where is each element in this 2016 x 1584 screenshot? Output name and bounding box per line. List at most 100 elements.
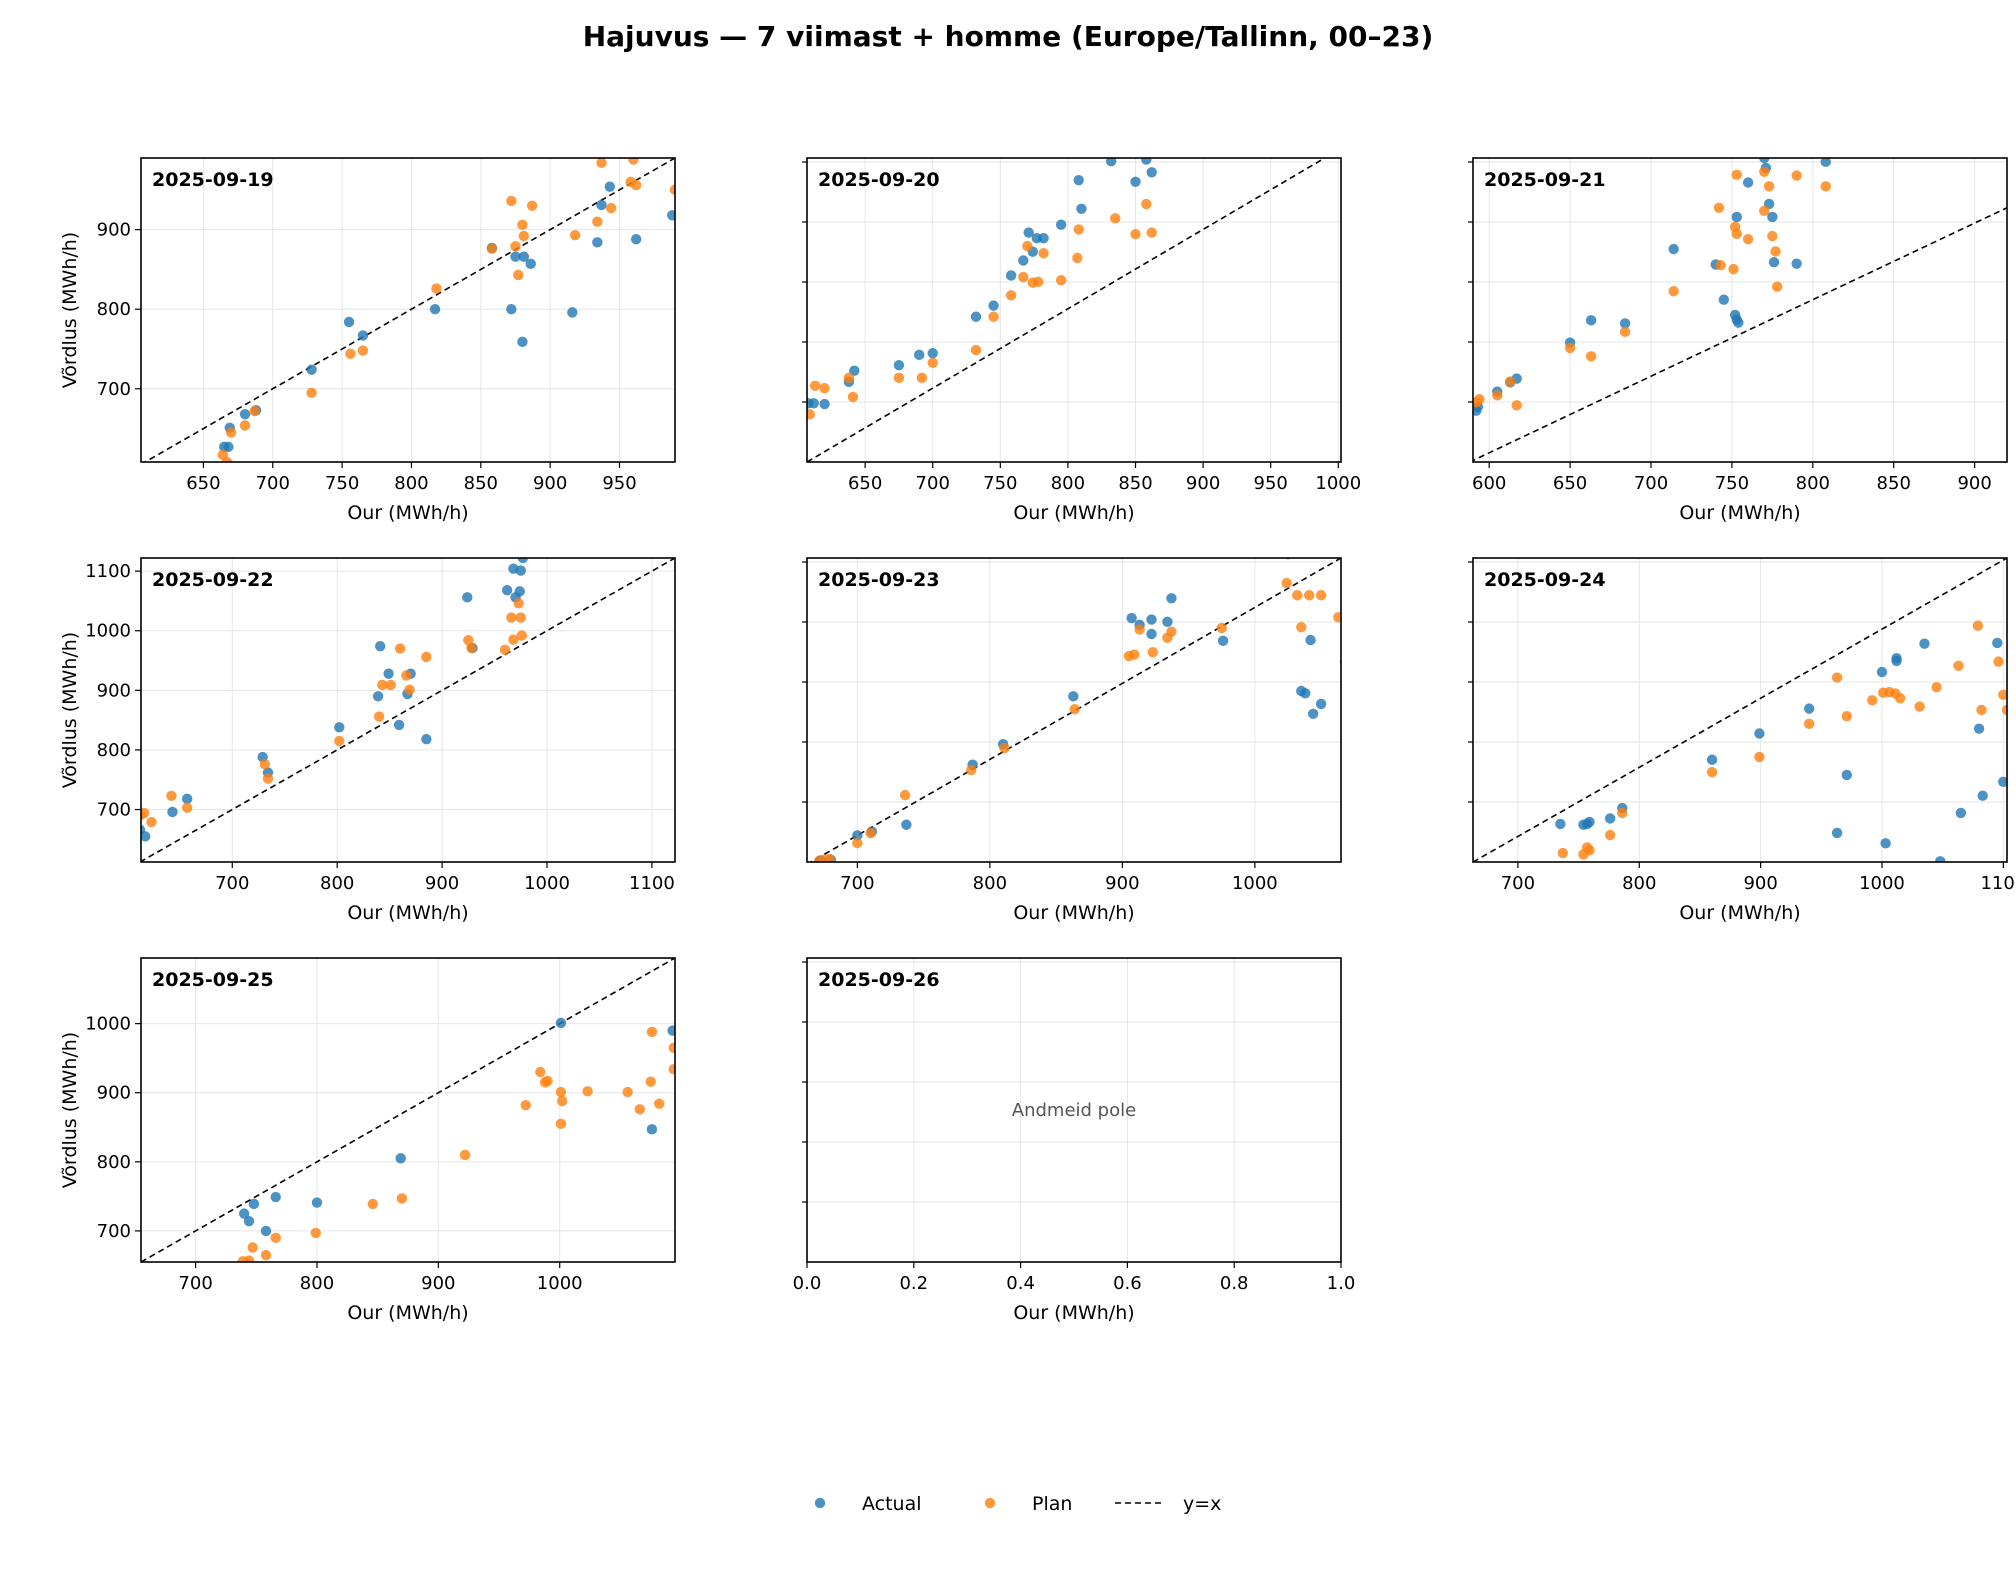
actual-point xyxy=(260,1225,272,1237)
plan-point xyxy=(916,372,928,384)
x-axis-label: Our (MWh/h) xyxy=(1013,1302,1134,1324)
actual-point xyxy=(1759,158,1770,164)
plan-point xyxy=(646,1026,658,1038)
x-axis-label: Our (MWh/h) xyxy=(1679,502,1800,524)
actual-point xyxy=(927,348,938,359)
legend-marker-plan xyxy=(984,1497,996,1509)
actual-point xyxy=(1718,294,1730,305)
panel-date-label: 2025-09-26 xyxy=(818,969,940,991)
plan-point xyxy=(513,598,524,609)
plan-point xyxy=(1831,672,1843,683)
panel-date-label: 2025-09-21 xyxy=(1484,169,1606,191)
actual-point xyxy=(849,365,860,376)
actual-point xyxy=(357,330,369,341)
actual-point xyxy=(1919,638,1930,649)
panel-date-label: 2025-09-22 xyxy=(152,569,274,591)
x-tick-label: 0.8 xyxy=(1220,1273,1249,1294)
y-equals-x-line xyxy=(807,158,1327,462)
plan-point xyxy=(988,311,999,322)
x-tick-label: 700 xyxy=(256,473,290,494)
actual-point xyxy=(567,307,578,318)
plan-point xyxy=(865,827,876,839)
actual-point xyxy=(514,586,525,597)
actual-point xyxy=(248,1198,260,1210)
actual-point xyxy=(1073,175,1084,186)
x-tick-label: 800 xyxy=(1796,473,1830,494)
plan-point xyxy=(249,405,260,417)
y-tick-label: 1100 xyxy=(85,561,131,582)
plan-point xyxy=(357,345,369,356)
plan-point xyxy=(535,1066,546,1078)
actual-point xyxy=(383,668,394,679)
actual-point xyxy=(1604,813,1616,824)
x-axis-label: Our (MWh/h) xyxy=(1013,902,1134,924)
plan-point xyxy=(1315,590,1327,601)
plan-point xyxy=(310,1227,321,1239)
plan-point xyxy=(1742,233,1754,245)
actual-point xyxy=(311,1197,323,1208)
y-tick-label: 900 xyxy=(97,220,131,241)
panel-frame xyxy=(806,157,1342,463)
plan-point xyxy=(510,241,521,252)
plan-point xyxy=(1492,390,1503,401)
plan-point xyxy=(1069,704,1080,715)
plan-point xyxy=(1055,275,1067,286)
plan-point xyxy=(421,651,432,663)
actual-point xyxy=(223,441,234,453)
x-tick-label: 700 xyxy=(916,473,950,494)
actual-point xyxy=(1130,176,1141,188)
actual-point xyxy=(1977,790,1988,801)
plan-point xyxy=(373,711,385,722)
plan-point xyxy=(893,372,905,384)
actual-point xyxy=(1126,612,1137,624)
plan-point xyxy=(592,216,603,227)
x-tick-label: 700 xyxy=(1501,873,1535,894)
plan-point xyxy=(819,382,830,394)
plan-point xyxy=(1038,248,1049,259)
x-tick-label: 950 xyxy=(1254,473,1288,494)
plan-point xyxy=(394,643,406,654)
panel-frame xyxy=(140,957,676,1263)
legend-label: Plan xyxy=(1032,1493,1072,1515)
panel-2025-09-21: 600 650 700 750 800 850 900 2025-09-21 Our (MWh/… xyxy=(1468,157,2008,524)
actual-point xyxy=(421,734,432,745)
plan-point xyxy=(1668,286,1679,297)
actual-point xyxy=(517,558,529,564)
actual-point xyxy=(1754,728,1765,739)
plan-point xyxy=(1791,170,1802,181)
actual-point xyxy=(667,1025,675,1036)
panel-2025-09-24: 700 800 900 1000 1100 2025-09-24 Our (MWh/h) xyxy=(1468,557,2016,924)
plan-point xyxy=(999,742,1010,754)
plan-point xyxy=(518,230,530,242)
actual-point xyxy=(808,398,819,409)
actual-point xyxy=(970,311,982,322)
actual-point xyxy=(1166,593,1177,604)
plan-point xyxy=(1914,701,1925,712)
actual-point xyxy=(239,409,251,420)
plan-point xyxy=(486,243,498,254)
panel-date-label: 2025-09-23 xyxy=(818,569,940,591)
plan-point xyxy=(306,387,317,398)
actual-point xyxy=(1141,158,1152,165)
plan-point xyxy=(542,1075,553,1087)
actual-point xyxy=(1767,211,1778,223)
plan-point xyxy=(1953,660,1964,671)
x-axis-label: Our (MWh/h) xyxy=(1013,502,1134,524)
plan-point xyxy=(1820,181,1831,192)
plan-point xyxy=(555,1086,567,1098)
plan-point xyxy=(630,179,642,191)
panel-date-label: 2025-09-19 xyxy=(152,169,274,191)
actual-point xyxy=(1146,614,1157,625)
actual-point xyxy=(506,304,517,315)
panel-frame xyxy=(1472,557,2008,863)
actual-point xyxy=(2010,822,2016,832)
actual-point xyxy=(555,1017,567,1029)
plan-point xyxy=(1018,271,1029,283)
x-axis-label: Our (MWh/h) xyxy=(347,502,468,524)
actual-point xyxy=(1992,637,2003,649)
plan-point xyxy=(645,1076,656,1087)
plan-point xyxy=(259,759,270,770)
plan-point xyxy=(1474,394,1485,405)
plan-point xyxy=(517,219,528,231)
plan-point xyxy=(1767,230,1778,242)
